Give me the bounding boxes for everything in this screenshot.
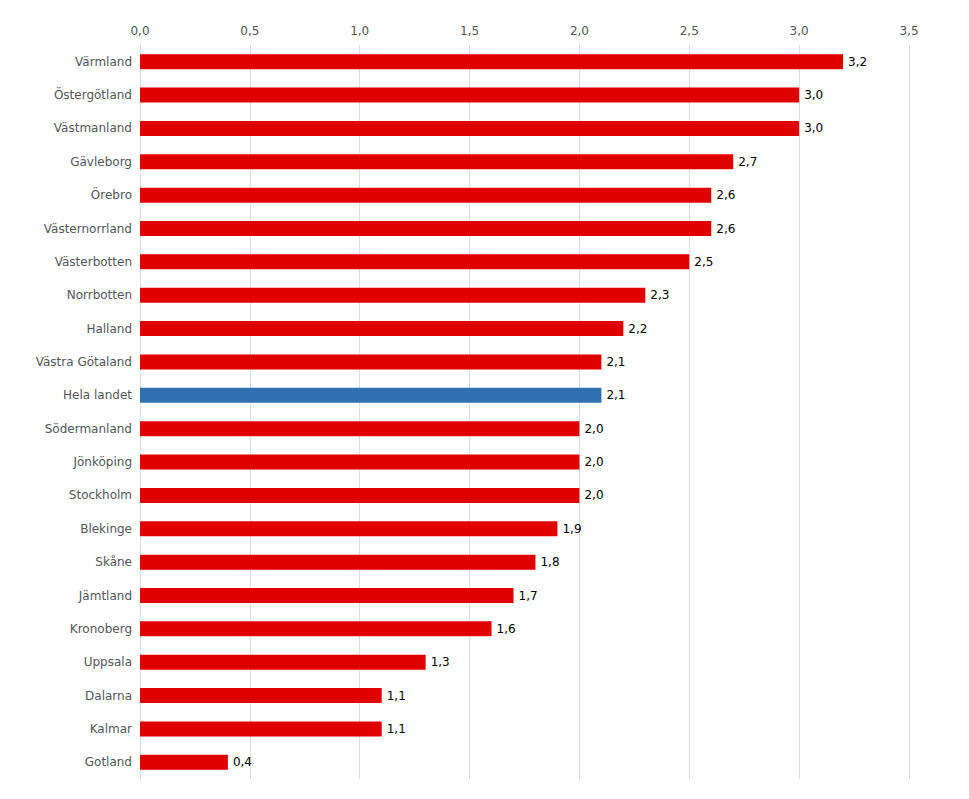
- svg-text:2,6: 2,6: [716, 188, 735, 202]
- svg-text:Blekinge: Blekinge: [80, 522, 132, 536]
- svg-text:0,4: 0,4: [233, 755, 252, 769]
- svg-text:Örebro: Örebro: [91, 186, 132, 202]
- svg-text:3,0: 3,0: [804, 121, 823, 135]
- svg-text:Norrbotten: Norrbotten: [67, 288, 132, 302]
- svg-text:3,5: 3,5: [899, 24, 918, 38]
- svg-text:Västernorrland: Västernorrland: [44, 222, 132, 236]
- svg-text:2,7: 2,7: [738, 155, 757, 169]
- svg-text:Dalarna: Dalarna: [85, 689, 132, 703]
- svg-text:1,6: 1,6: [497, 622, 516, 636]
- svg-text:Kalmar: Kalmar: [90, 722, 132, 736]
- svg-text:2,5: 2,5: [694, 255, 713, 269]
- svg-text:1,0: 1,0: [350, 24, 369, 38]
- svg-text:1,5: 1,5: [460, 24, 479, 38]
- svg-text:1,8: 1,8: [540, 555, 559, 569]
- svg-text:Gävleborg: Gävleborg: [70, 155, 132, 169]
- svg-text:Östergötland: Östergötland: [54, 86, 132, 102]
- svg-text:0,5: 0,5: [240, 24, 259, 38]
- svg-text:3,0: 3,0: [790, 24, 809, 38]
- svg-text:0,0: 0,0: [130, 24, 149, 38]
- svg-text:Jönköping: Jönköping: [72, 455, 132, 469]
- svg-text:2,0: 2,0: [570, 24, 589, 38]
- svg-text:1,9: 1,9: [562, 522, 581, 536]
- svg-text:3,2: 3,2: [848, 55, 867, 69]
- svg-text:Jämtland: Jämtland: [78, 589, 132, 603]
- svg-text:Skåne: Skåne: [95, 555, 132, 569]
- svg-text:2,1: 2,1: [606, 355, 625, 369]
- svg-text:Västmanland: Västmanland: [54, 121, 132, 135]
- svg-text:2,1: 2,1: [606, 388, 625, 402]
- svg-text:2,0: 2,0: [584, 488, 603, 502]
- svg-text:Södermanland: Södermanland: [45, 422, 132, 436]
- svg-text:Västerbotten: Västerbotten: [55, 255, 132, 269]
- svg-text:1,7: 1,7: [519, 589, 538, 603]
- svg-text:2,0: 2,0: [584, 422, 603, 436]
- svg-text:2,6: 2,6: [716, 222, 735, 236]
- svg-text:1,1: 1,1: [387, 689, 406, 703]
- svg-text:1,3: 1,3: [431, 655, 450, 669]
- svg-text:2,0: 2,0: [584, 455, 603, 469]
- svg-text:1,1: 1,1: [387, 722, 406, 736]
- svg-text:Halland: Halland: [86, 322, 132, 336]
- svg-text:Uppsala: Uppsala: [84, 655, 132, 669]
- svg-text:2,3: 2,3: [650, 288, 669, 302]
- svg-text:Västra Götaland: Västra Götaland: [36, 355, 132, 369]
- svg-text:Värmland: Värmland: [75, 55, 132, 69]
- svg-text:Stockholm: Stockholm: [69, 488, 132, 502]
- svg-text:2,5: 2,5: [680, 24, 699, 38]
- svg-text:3,0: 3,0: [804, 88, 823, 102]
- svg-text:Gotland: Gotland: [85, 755, 132, 769]
- svg-text:2,2: 2,2: [628, 322, 647, 336]
- svg-text:Kronoberg: Kronoberg: [70, 622, 132, 636]
- svg-text:Hela landet: Hela landet: [63, 388, 132, 402]
